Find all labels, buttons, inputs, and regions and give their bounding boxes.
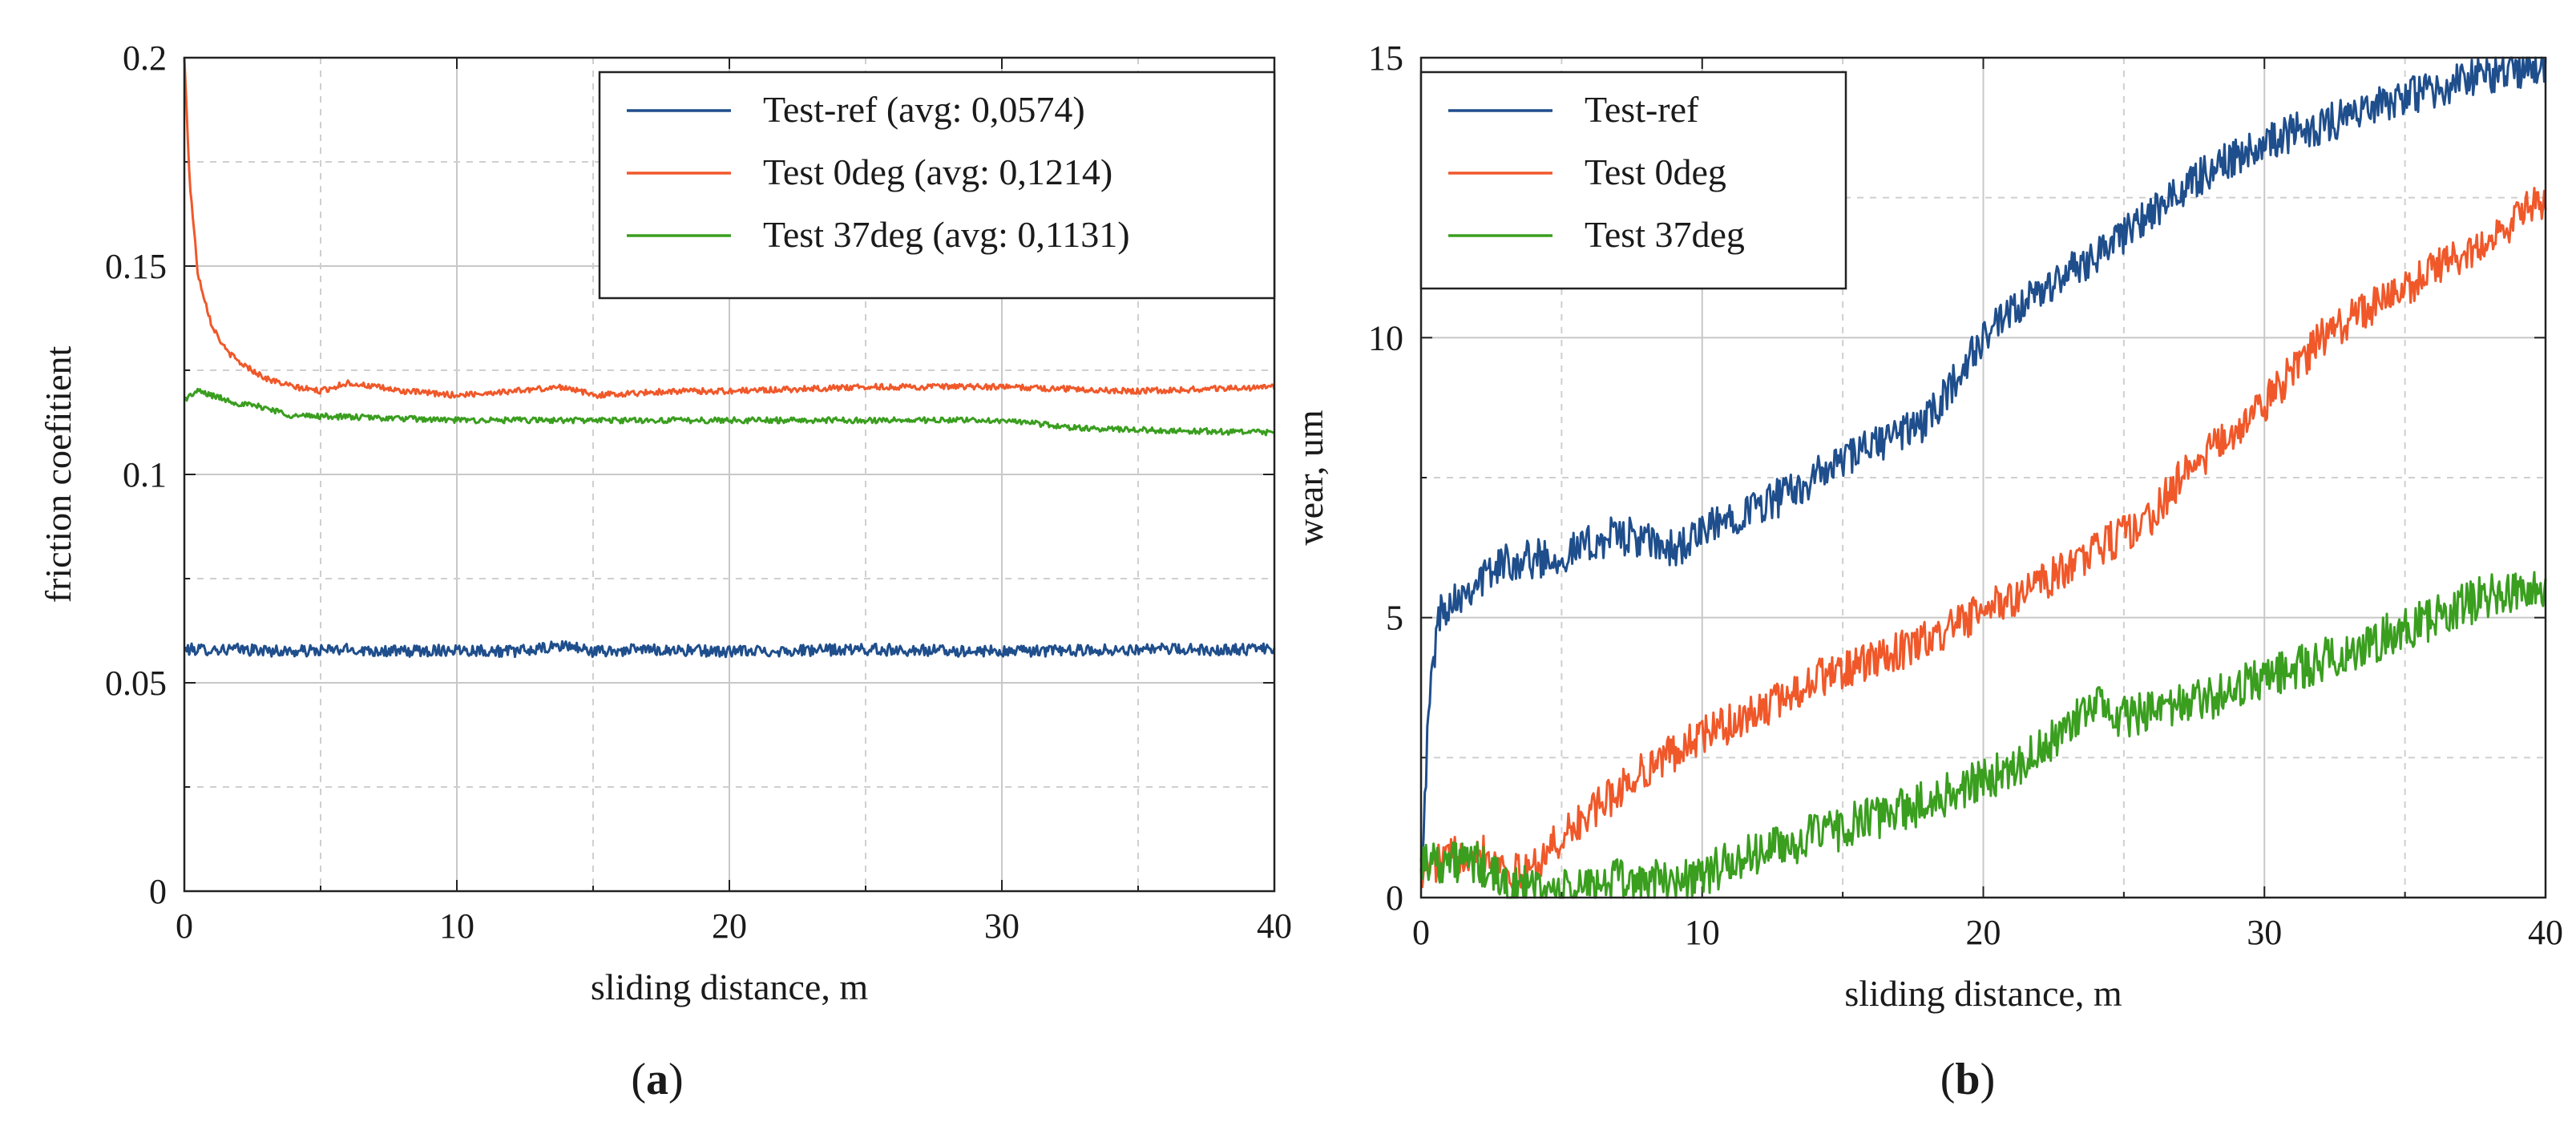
panel-label-open-paren: (: [1940, 1055, 1956, 1104]
y-tick-label: 0.2: [123, 38, 167, 78]
y-tick-label: 10: [1368, 318, 1403, 357]
series-line-3: [183, 387, 1275, 437]
y-tick-label: 0: [1386, 878, 1403, 918]
plot-frame: [183, 56, 1276, 893]
panel-label-close-paren: ): [668, 1055, 684, 1104]
series-line-3: [1419, 571, 2547, 899]
legend-label-1: Test-ref (avg: 0,0574): [763, 89, 1085, 130]
x-tick-label: 30: [984, 906, 1019, 946]
series-line-1: [183, 640, 1276, 659]
x-tick-label: 10: [439, 906, 474, 946]
panel-label-open-paren: (: [631, 1055, 646, 1104]
panel-label-close-paren: ): [1980, 1055, 1996, 1104]
legend-label-2: Test 0deg: [1585, 151, 1726, 192]
x-axis-label: sliding distance, m: [1844, 973, 2122, 1014]
y-tick-label: 0.05: [105, 664, 167, 703]
y-tick-label: 5: [1386, 599, 1403, 638]
plot-frame: [1419, 56, 2547, 899]
panel-label: (a): [631, 1055, 683, 1104]
panel-a-friction-chart: 0 10 20 30 40 0 0.05 0.1 0.15 0.2 sliding distance…: [38, 38, 1292, 1104]
y-axis-label: wear, um: [1290, 410, 1330, 546]
y-tick-label: 0: [149, 872, 167, 911]
panel-label-letter: b: [1955, 1055, 1980, 1104]
panel-label-letter: a: [646, 1055, 668, 1104]
series-line-1: [1419, 56, 2547, 870]
panel-label: (b): [1940, 1055, 1995, 1104]
y-tick-label: 0.1: [123, 455, 167, 494]
x-tick-label: 40: [1257, 906, 1292, 946]
legend: Test-ref (avg: 0,0574) Test 0deg (avg: 0,…: [598, 71, 1276, 300]
legend-box: [1419, 71, 1847, 290]
x-tick-label: 0: [1412, 913, 1430, 952]
legend-label-3: Test 37deg (avg: 0,1131): [763, 214, 1130, 255]
x-tick-label: 30: [2247, 913, 2282, 952]
x-tick-label: 0: [176, 906, 193, 946]
legend-label-1: Test-ref: [1585, 89, 1699, 130]
x-tick-label: 20: [1966, 913, 2001, 952]
y-tick-label: 15: [1368, 38, 1403, 78]
legend-label-3: Test 37deg: [1585, 214, 1745, 255]
legend: Test-ref Test 0deg Test 37deg: [1419, 71, 1847, 290]
series-line-2: [1419, 187, 2547, 890]
x-axis-label: sliding distance, m: [591, 966, 868, 1007]
x-tick-label: 10: [1685, 913, 1720, 952]
x-tick-label: 40: [2528, 913, 2563, 952]
y-tick-label: 0.15: [105, 247, 167, 286]
x-tick-label: 20: [712, 906, 747, 946]
panel-b-wear-chart: 0 10 20 30 40 0 5 10 15 sliding distance, m wear, …: [1290, 38, 2563, 1104]
series-line-2: [183, 57, 1276, 399]
legend-label-2: Test 0deg (avg: 0,1214): [763, 151, 1112, 192]
y-axis-label: friction coefitient: [38, 345, 79, 603]
